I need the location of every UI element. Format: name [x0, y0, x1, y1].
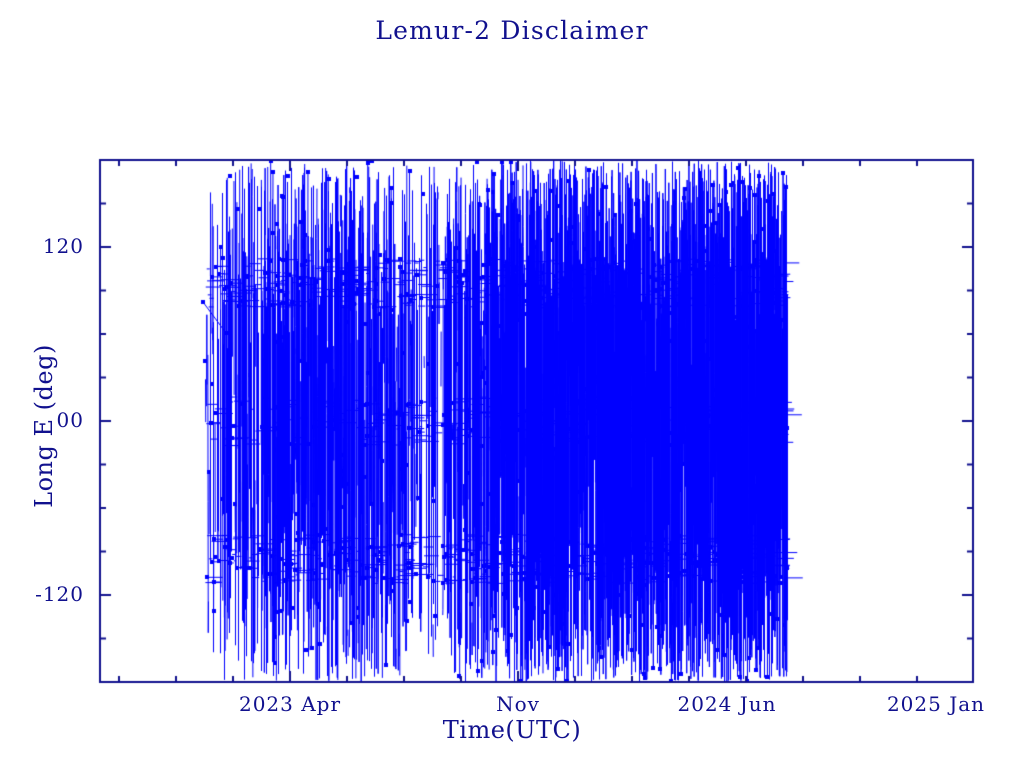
y-axis-tick-label: 00: [56, 408, 84, 432]
chart-title: Lemur-2 Disclaimer: [375, 16, 649, 45]
y-axis-tick-label: -120: [35, 582, 84, 606]
x-axis-title: Time(UTC): [442, 716, 582, 744]
x-axis-tick-label: 2023 Apr: [238, 692, 342, 716]
x-axis-tick-label: 2024 Jun: [677, 692, 777, 716]
x-axis-tick-label: Nov: [496, 692, 540, 716]
y-axis-tick-label: 120: [42, 234, 84, 258]
x-axis-tick-label: 2025 Jan: [886, 692, 986, 716]
